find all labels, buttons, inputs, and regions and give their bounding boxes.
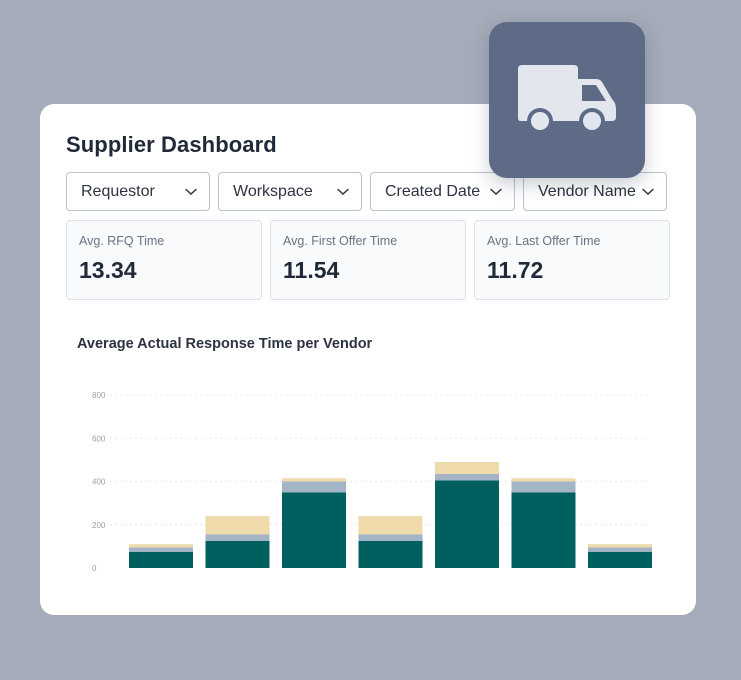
bar-segment-4-3: [358, 516, 423, 535]
bar-segment-7-2: [588, 547, 652, 552]
metric-label: Avg. RFQ Time: [79, 234, 165, 248]
bar-segment-4-2: [358, 534, 423, 541]
metric-value: 13.34: [79, 257, 137, 283]
filter-bar: Requestor Workspace Created Date Vendor …: [66, 172, 667, 211]
metric-label: Avg. First Offer Time: [283, 234, 398, 248]
metric-label: Avg. Last Offer Time: [487, 234, 601, 248]
metric-card-first-offer-time: Avg. First Offer Time 11.54: [270, 220, 466, 300]
bar-segment-2-1: [205, 540, 270, 568]
y-tick-label: 600: [92, 434, 106, 443]
chart-title: Average Actual Response Time per Vendor: [77, 336, 373, 352]
page-title: Supplier Dashboard: [66, 132, 277, 157]
metric-value: 11.54: [283, 257, 340, 283]
chevron-down-icon: [185, 188, 197, 195]
bar-segment-2-2: [205, 534, 270, 541]
filter-label: Requestor: [81, 182, 155, 200]
y-tick-label: 200: [92, 521, 106, 530]
filter-label: Created Date: [385, 182, 481, 200]
bar-segment-6-2: [511, 481, 576, 493]
chevron-down-icon: [337, 188, 349, 195]
bar-segment-1-3: [129, 544, 193, 548]
metric-card-rfq-time: Avg. RFQ Time 13.34: [66, 220, 262, 300]
metric-card-last-offer-time: Avg. Last Offer Time 11.72: [474, 220, 670, 300]
dashboard-card: Supplier Dashboard Requestor Workspace C…: [40, 104, 696, 615]
filter-requestor[interactable]: Requestor: [66, 172, 210, 211]
bar-segment-1-1: [129, 551, 193, 568]
bar-segment-7-1: [588, 551, 652, 568]
chevron-down-icon: [642, 188, 654, 195]
bar-segment-6-3: [511, 478, 576, 482]
bar-segment-5-2: [435, 473, 499, 481]
filter-label: Workspace: [233, 182, 313, 200]
bar-segment-5-3: [435, 462, 499, 474]
metric-cards: Avg. RFQ Time 13.34 Avg. First Offer Tim…: [66, 220, 670, 300]
filter-label: Vendor Name: [538, 182, 636, 200]
y-tick-label: 800: [92, 391, 106, 400]
response-time-chart: 0 200 400 600 800: [92, 391, 652, 573]
filter-workspace[interactable]: Workspace: [218, 172, 362, 211]
bar-segment-6-1: [511, 492, 576, 568]
y-tick-label: 400: [92, 478, 106, 487]
filter-created-date[interactable]: Created Date: [370, 172, 515, 211]
bar-segment-5-1: [435, 480, 499, 568]
bar-segment-1-2: [129, 547, 193, 552]
bar-segment-3-3: [282, 478, 346, 482]
bar-segment-4-1: [358, 540, 423, 568]
bar-segment-3-1: [282, 492, 346, 568]
bar-segment-3-2: [282, 481, 346, 493]
metric-value: 11.72: [487, 257, 544, 283]
y-tick-label: 0: [92, 564, 97, 573]
truck-tile: [489, 22, 645, 178]
chevron-down-icon: [490, 188, 502, 195]
truck-icon: [518, 65, 616, 134]
bar-segment-7-3: [588, 544, 652, 548]
filter-vendor-name[interactable]: Vendor Name: [523, 172, 667, 211]
bar-segment-2-3: [205, 516, 270, 535]
